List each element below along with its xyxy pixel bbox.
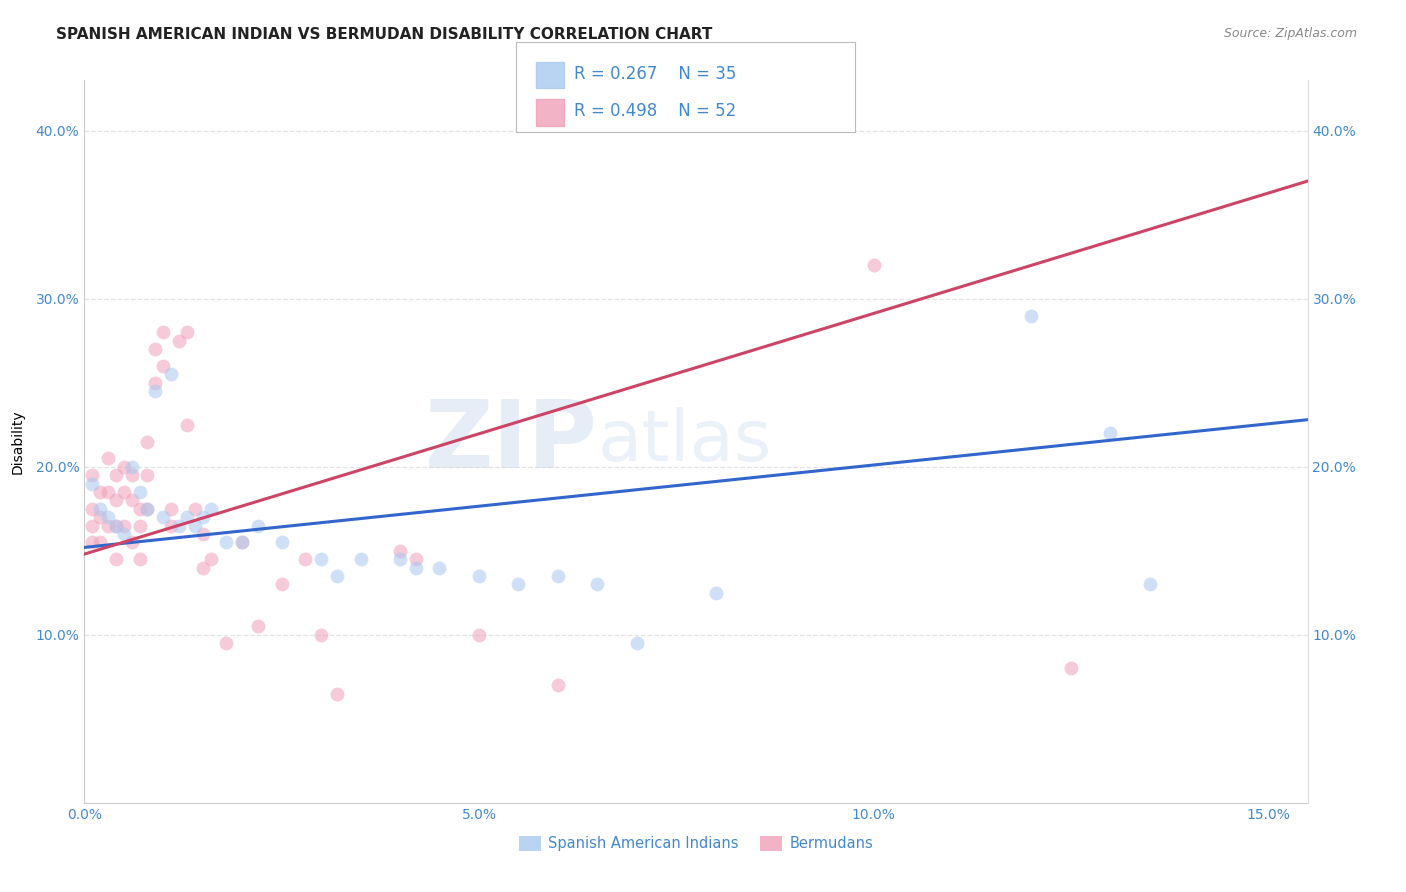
Point	[246, 619, 269, 633]
Point	[136, 468, 159, 483]
Point	[128, 501, 150, 516]
Point	[89, 510, 111, 524]
Point	[104, 518, 127, 533]
Point	[294, 552, 316, 566]
Point	[1139, 577, 1161, 591]
Point	[270, 577, 292, 591]
Point	[184, 501, 207, 516]
Point	[184, 518, 207, 533]
Point	[405, 560, 427, 574]
Point	[121, 468, 143, 483]
Point	[128, 518, 150, 533]
Point	[349, 552, 371, 566]
Point	[626, 636, 648, 650]
Point	[508, 577, 530, 591]
Point	[121, 493, 143, 508]
Point	[586, 577, 609, 591]
Point	[145, 384, 167, 398]
Point	[89, 485, 111, 500]
Text: SPANISH AMERICAN INDIAN VS BERMUDAN DISABILITY CORRELATION CHART: SPANISH AMERICAN INDIAN VS BERMUDAN DISA…	[56, 27, 713, 42]
Point	[97, 485, 120, 500]
Text: R = 0.498    N = 52: R = 0.498 N = 52	[574, 103, 735, 120]
Point	[405, 552, 427, 566]
Point	[136, 501, 159, 516]
Point	[200, 552, 222, 566]
Point	[112, 527, 135, 541]
Point	[112, 485, 135, 500]
Point	[97, 518, 120, 533]
Y-axis label: Disability: Disability	[10, 409, 24, 474]
Point	[326, 687, 349, 701]
Point	[1021, 309, 1043, 323]
Point	[97, 451, 120, 466]
Point	[547, 678, 569, 692]
Point	[104, 518, 127, 533]
Point	[160, 518, 183, 533]
Point	[1099, 426, 1122, 441]
Point	[145, 376, 167, 390]
Point	[128, 485, 150, 500]
Point	[429, 560, 451, 574]
Point	[160, 368, 183, 382]
Point	[89, 501, 111, 516]
Point	[82, 501, 104, 516]
Point	[82, 518, 104, 533]
Point	[468, 628, 491, 642]
Point	[167, 518, 190, 533]
Point	[231, 535, 253, 549]
Point	[82, 535, 104, 549]
Point	[468, 569, 491, 583]
Legend: Spanish American Indians, Bermudans: Spanish American Indians, Bermudans	[513, 830, 879, 857]
Point	[704, 586, 727, 600]
Point	[104, 552, 127, 566]
Point	[200, 501, 222, 516]
Point	[112, 518, 135, 533]
Point	[97, 510, 120, 524]
Point	[112, 459, 135, 474]
Point	[309, 628, 332, 642]
Point	[82, 476, 104, 491]
Point	[89, 535, 111, 549]
Point	[862, 258, 884, 272]
Text: R = 0.267    N = 35: R = 0.267 N = 35	[574, 65, 735, 83]
Point	[547, 569, 569, 583]
Point	[104, 468, 127, 483]
Point	[191, 527, 214, 541]
Point	[104, 493, 127, 508]
Point	[145, 342, 167, 356]
Point	[152, 359, 174, 373]
Point	[136, 434, 159, 449]
Point	[136, 501, 159, 516]
Point	[326, 569, 349, 583]
Point	[176, 417, 198, 432]
Point	[121, 535, 143, 549]
Point	[270, 535, 292, 549]
Text: Source: ZipAtlas.com: Source: ZipAtlas.com	[1223, 27, 1357, 40]
Point	[309, 552, 332, 566]
Point	[176, 510, 198, 524]
Point	[176, 326, 198, 340]
Point	[215, 636, 238, 650]
Point	[246, 518, 269, 533]
Point	[152, 510, 174, 524]
Point	[191, 510, 214, 524]
Point	[160, 501, 183, 516]
Point	[152, 326, 174, 340]
Text: atlas: atlas	[598, 407, 772, 476]
Point	[82, 468, 104, 483]
Point	[215, 535, 238, 549]
Point	[191, 560, 214, 574]
Point	[121, 459, 143, 474]
Point	[389, 543, 412, 558]
Point	[128, 552, 150, 566]
Text: ZIP: ZIP	[425, 395, 598, 488]
Point	[167, 334, 190, 348]
Point	[389, 552, 412, 566]
Point	[231, 535, 253, 549]
Point	[1060, 661, 1083, 675]
